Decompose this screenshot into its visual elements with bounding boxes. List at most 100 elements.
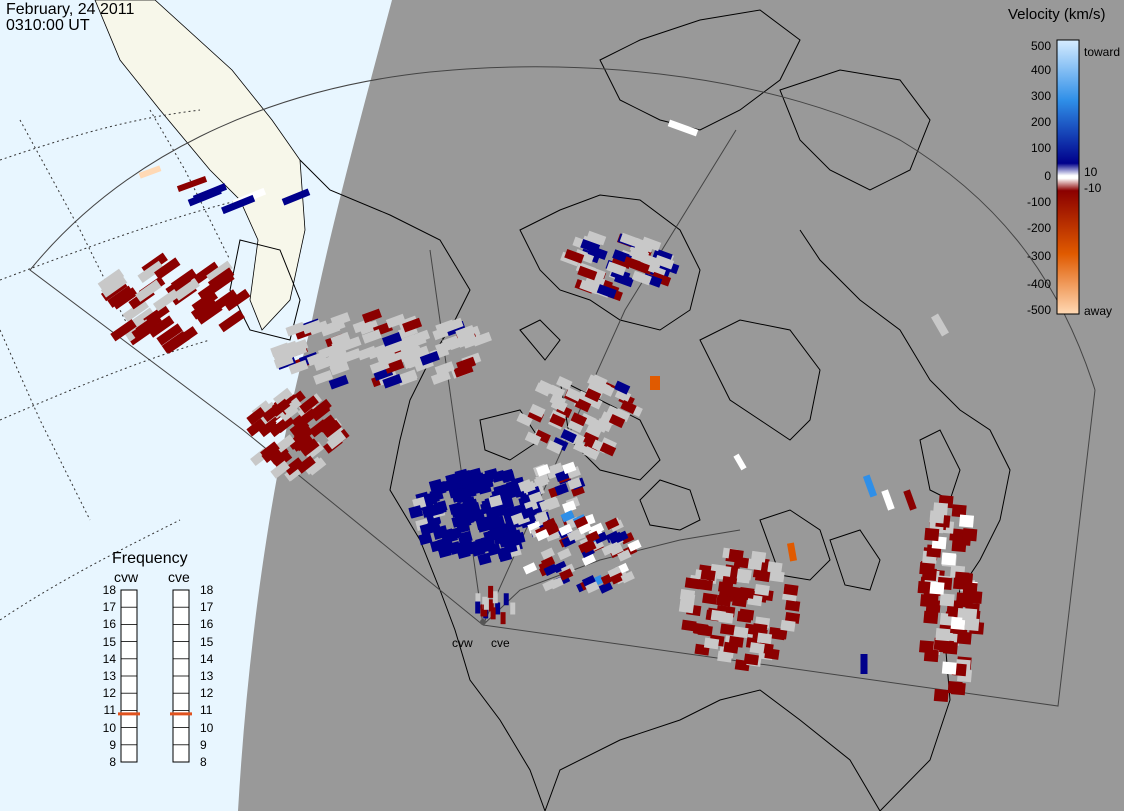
scatter-cell bbox=[617, 549, 632, 562]
scatter-cell bbox=[950, 616, 966, 630]
scatter-cell bbox=[933, 688, 949, 703]
scatter-cell bbox=[574, 398, 592, 413]
frequency-tick-label: 10 bbox=[102, 720, 116, 735]
scatter-cell bbox=[923, 610, 939, 624]
scatter-cell bbox=[641, 236, 662, 252]
coastline-3 bbox=[519, 194, 701, 331]
scatter-cell bbox=[137, 260, 164, 283]
scatter-cell bbox=[549, 462, 564, 476]
fov-outline-5 bbox=[429, 249, 484, 626]
scatter-cell bbox=[161, 331, 189, 354]
scatter-cell bbox=[958, 572, 974, 586]
scatter-cell bbox=[929, 510, 945, 524]
scatter-cell bbox=[693, 623, 709, 636]
scatter-cell bbox=[585, 530, 600, 544]
scatter-cell bbox=[261, 403, 282, 423]
scatter-cell bbox=[260, 441, 280, 460]
scatter-cell bbox=[402, 317, 423, 333]
scatter-cell bbox=[453, 363, 474, 378]
radar-site-marker bbox=[480, 619, 486, 625]
frequency-tick-label: 9 bbox=[109, 737, 116, 752]
scatter-cell bbox=[464, 498, 479, 512]
scatter-cell bbox=[273, 387, 293, 406]
scatter-cell bbox=[381, 332, 402, 347]
scatter-cell bbox=[373, 342, 394, 357]
scatter-cell bbox=[956, 631, 972, 645]
velocity-tick-label: -300 bbox=[1026, 249, 1051, 263]
scatter-cell bbox=[557, 547, 572, 561]
scatter-cell bbox=[483, 597, 489, 610]
scatter-cell bbox=[299, 395, 319, 414]
scatter-cell bbox=[608, 414, 626, 429]
scatter-cell bbox=[733, 556, 750, 569]
radar-site-label-cvw: cvw bbox=[452, 636, 473, 650]
scatter-cell bbox=[439, 539, 454, 552]
scatter-cell bbox=[221, 194, 256, 215]
scatter-cell bbox=[703, 637, 720, 650]
frequency-tick-label: 12 bbox=[102, 686, 116, 701]
velocity-tick-label: -200 bbox=[1026, 221, 1051, 235]
scatter-cell bbox=[535, 473, 550, 486]
scatter-cell bbox=[385, 313, 406, 329]
grid-line-4 bbox=[149, 109, 231, 261]
scatter-cell bbox=[589, 522, 605, 535]
scatter-cell bbox=[767, 561, 783, 574]
scatter-cell bbox=[614, 388, 632, 403]
scatter-cell bbox=[950, 682, 966, 696]
scatter-cell bbox=[285, 321, 306, 337]
coastline-0 bbox=[299, 159, 546, 811]
frequency-tick-label: 15 bbox=[200, 634, 214, 649]
scatter-cell bbox=[577, 265, 598, 281]
scatter-cell bbox=[931, 313, 949, 337]
scatter-cell bbox=[412, 496, 427, 510]
velocity-tick-label: 100 bbox=[1030, 141, 1051, 155]
scatter-cell bbox=[939, 593, 955, 607]
scatter-cell bbox=[619, 232, 640, 248]
scatter-cell bbox=[376, 348, 397, 364]
scatter-cell bbox=[620, 571, 635, 584]
scatter-cell bbox=[551, 398, 568, 413]
scatter-cell bbox=[566, 529, 582, 542]
radar-name-cve: cve bbox=[168, 569, 190, 585]
scatter-cell bbox=[920, 561, 936, 575]
scatter-cell bbox=[443, 317, 464, 333]
scatter-cell bbox=[459, 544, 474, 557]
scatter-cell bbox=[268, 446, 289, 465]
scatter-cell bbox=[733, 626, 749, 639]
frequency-tick-label: 14 bbox=[200, 651, 214, 666]
toward-label: toward bbox=[1084, 45, 1121, 59]
scatter-cell bbox=[587, 245, 608, 261]
scatter-cell bbox=[135, 313, 162, 336]
scatter-cell bbox=[935, 628, 951, 642]
scatter-cell bbox=[565, 387, 582, 402]
time-label: 0310:00 UT bbox=[6, 17, 90, 34]
scatter-cell bbox=[581, 574, 597, 588]
scatter-cell bbox=[739, 586, 755, 599]
scatter-cell bbox=[627, 539, 642, 552]
scatter-cell bbox=[524, 431, 542, 446]
scatter-cell bbox=[272, 450, 293, 469]
scatter-cell bbox=[218, 309, 245, 333]
scatter-cell bbox=[544, 496, 559, 509]
scatter-cell bbox=[667, 119, 699, 137]
coastline-5 bbox=[779, 69, 931, 191]
scatter-cell bbox=[503, 593, 509, 606]
scatter-cell bbox=[772, 627, 788, 640]
scatter-cell bbox=[959, 514, 975, 528]
scatter-cell bbox=[110, 319, 137, 342]
scatter-cell bbox=[750, 550, 767, 563]
scatter-cell bbox=[325, 318, 346, 334]
scatter-cell bbox=[574, 249, 595, 264]
scatter-cell bbox=[560, 510, 575, 523]
scatter-cell bbox=[268, 418, 289, 438]
scatter-cell bbox=[522, 562, 538, 575]
frequency-tick-label: 12 bbox=[200, 686, 214, 701]
scatter-cell bbox=[521, 480, 536, 494]
frequency-tick-label: 17 bbox=[102, 600, 116, 615]
velocity-tick-label: 10 bbox=[1084, 165, 1098, 179]
scatter-cell bbox=[697, 579, 714, 591]
scatter-cell bbox=[282, 397, 302, 416]
scatter-cell bbox=[528, 491, 543, 505]
scatter-cell bbox=[211, 289, 239, 312]
scatter-cell bbox=[451, 490, 466, 503]
